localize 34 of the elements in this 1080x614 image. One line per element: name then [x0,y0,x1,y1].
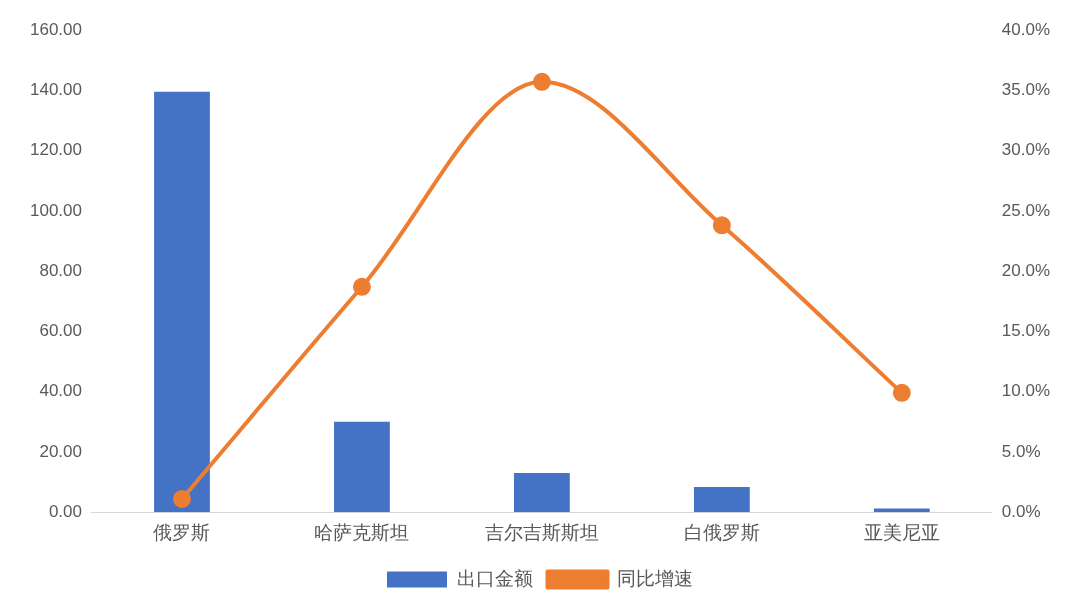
y2-tick-label: 20.0% [1001,260,1050,280]
y2-tick-label: 10.0% [1001,381,1050,401]
x-tick-label: 亚美尼亚 [863,521,940,543]
x-tick-label: 俄罗斯 [153,521,211,543]
point [172,489,191,508]
y-tick-label: 0.00 [48,501,82,521]
bar [154,91,210,513]
y2-tick-label: 0.0% [1001,501,1041,521]
point [352,277,371,296]
x-tick-label: 哈萨克斯坦 [314,521,410,543]
bar [334,421,390,513]
y-tick-label: 160.00 [30,19,82,39]
bar [514,473,570,513]
legend-label: 同比增速 [617,567,693,589]
y-tick-label: 120.00 [30,140,82,160]
y2-tick-label: 35.0% [1001,79,1050,99]
y-tick-label: 80.00 [39,260,82,280]
point [532,72,551,91]
y-tick-label: 40.00 [39,381,82,401]
legend-label: 出口金额 [456,567,533,589]
y2-tick-label: 30.0% [1001,140,1050,160]
y2-tick-label: 5.0% [1001,441,1041,461]
y-tick-label: 20.00 [39,441,82,461]
y-tick-label: 140.00 [30,79,82,99]
x-tick-label: 白俄罗斯 [683,521,760,543]
y-tick-label: 60.00 [39,321,82,341]
y-tick-label: 100.00 [30,200,82,220]
y2-tick-label: 25.0% [1001,200,1050,220]
point [892,383,911,402]
x-tick-label: 吉尔吉斯斯坦 [484,521,599,543]
y2-tick-label: 40.0% [1001,19,1050,39]
point [712,216,731,235]
y2-tick-label: 15.0% [1001,321,1050,341]
bar [693,486,750,513]
